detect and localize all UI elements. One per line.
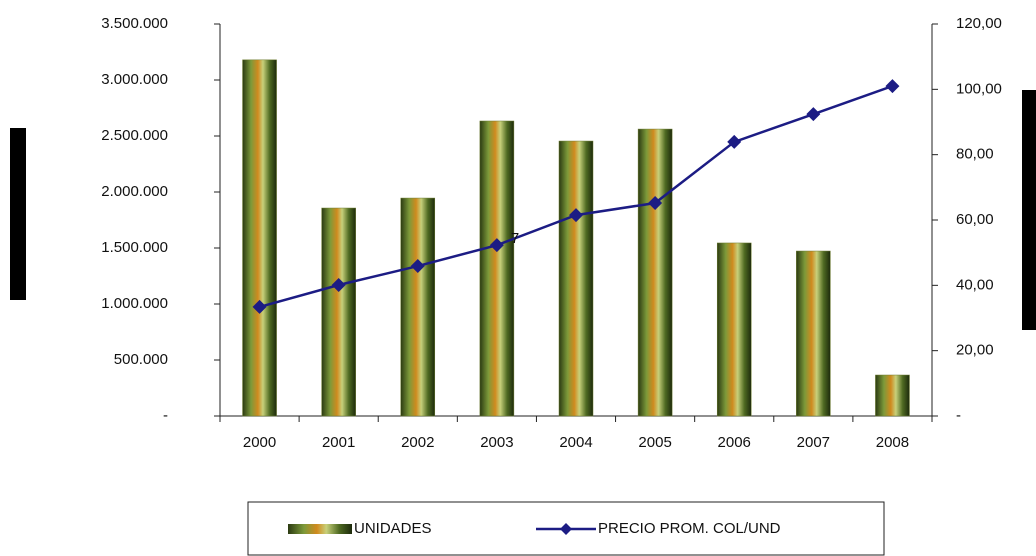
bar: [875, 374, 910, 417]
y-tick-label: -: [163, 407, 168, 424]
y-tick-label: 2.500.000: [101, 127, 168, 144]
bar: [558, 140, 594, 417]
x-tick-label: 2004: [559, 434, 592, 451]
marker: [806, 107, 821, 122]
x-tick-label: 2005: [638, 434, 671, 451]
y-tick-label: 1.000.000: [101, 295, 168, 312]
bar: [400, 197, 436, 417]
x-tick-label: 2000: [243, 434, 276, 451]
bar: [637, 128, 673, 417]
bar: [796, 250, 831, 417]
y2-tick-label: 80,00: [956, 146, 994, 163]
marker: [885, 79, 900, 94]
marker: [569, 208, 583, 223]
marker: [331, 278, 346, 293]
marker: [648, 196, 663, 211]
bar: [479, 120, 515, 417]
y2-tick-label: 100,00: [956, 80, 1002, 97]
y2-tick-label: 40,00: [956, 276, 994, 293]
decor-block: [10, 128, 26, 300]
legend-swatch: [288, 524, 352, 534]
x-tick-label: 2001: [322, 434, 355, 451]
y2-tick-label: -: [956, 407, 961, 424]
y2-tick-label: 120,00: [956, 15, 1002, 32]
x-tick-label: 2002: [401, 434, 434, 451]
bar: [242, 59, 277, 417]
x-tick-label: 2008: [876, 434, 909, 451]
marker: [410, 259, 425, 274]
marker: [727, 134, 742, 149]
annotation: 7: [511, 230, 519, 247]
bar: [716, 242, 752, 417]
legend-swatch: [560, 523, 572, 535]
y-tick-label: 1.500.000: [101, 239, 168, 256]
y2-tick-label: 20,00: [956, 342, 994, 359]
y-tick-label: 3.500.000: [101, 15, 168, 32]
x-tick-label: 2007: [797, 434, 830, 451]
marker: [489, 238, 504, 253]
decor-block: [1022, 90, 1036, 330]
bar: [321, 207, 356, 417]
x-tick-label: 2003: [480, 434, 513, 451]
marker: [252, 299, 267, 314]
y-tick-label: 2.000.000: [101, 183, 168, 200]
legend-label: UNIDADES: [354, 520, 432, 537]
legend-label: PRECIO PROM. COL/UND: [598, 520, 781, 537]
y2-tick-label: 60,00: [956, 211, 994, 228]
x-tick-label: 2006: [718, 434, 751, 451]
y-tick-label: 3.000.000: [101, 71, 168, 88]
y-tick-label: 500.000: [114, 351, 168, 368]
